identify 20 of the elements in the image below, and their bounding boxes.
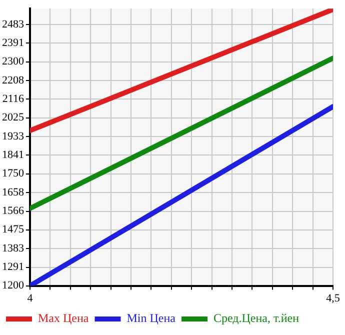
y-tick-label: 2025 bbox=[2, 112, 24, 124]
y-tick-label: 1566 bbox=[2, 205, 24, 218]
y-tick-label: 1841 bbox=[2, 149, 24, 162]
y-tick-label: 1200 bbox=[2, 280, 24, 292]
legend-label: Min Цена bbox=[126, 311, 176, 326]
x-tick-label: 4 bbox=[27, 292, 34, 304]
y-tick-label: 1383 bbox=[2, 242, 24, 254]
y-tick-label: 2483 bbox=[2, 18, 24, 30]
legend-label: Max Цена bbox=[38, 311, 90, 326]
y-tick-label: 1750 bbox=[2, 168, 24, 180]
x-tick-label: 4,5 bbox=[326, 292, 340, 304]
y-tick-label: 2208 bbox=[2, 74, 24, 86]
y-tick-label: 2116 bbox=[2, 93, 24, 106]
legend-label: Сред.Цена, т.йен bbox=[213, 311, 300, 326]
y-tick-label: 1291 bbox=[2, 261, 24, 274]
y-tick-label: 1933 bbox=[2, 130, 24, 142]
y-tick-label: 2391 bbox=[2, 37, 24, 50]
y-tick-label: 1658 bbox=[2, 186, 24, 198]
y-tick-label: 1475 bbox=[2, 224, 24, 236]
y-tick-label: 2300 bbox=[2, 56, 24, 68]
